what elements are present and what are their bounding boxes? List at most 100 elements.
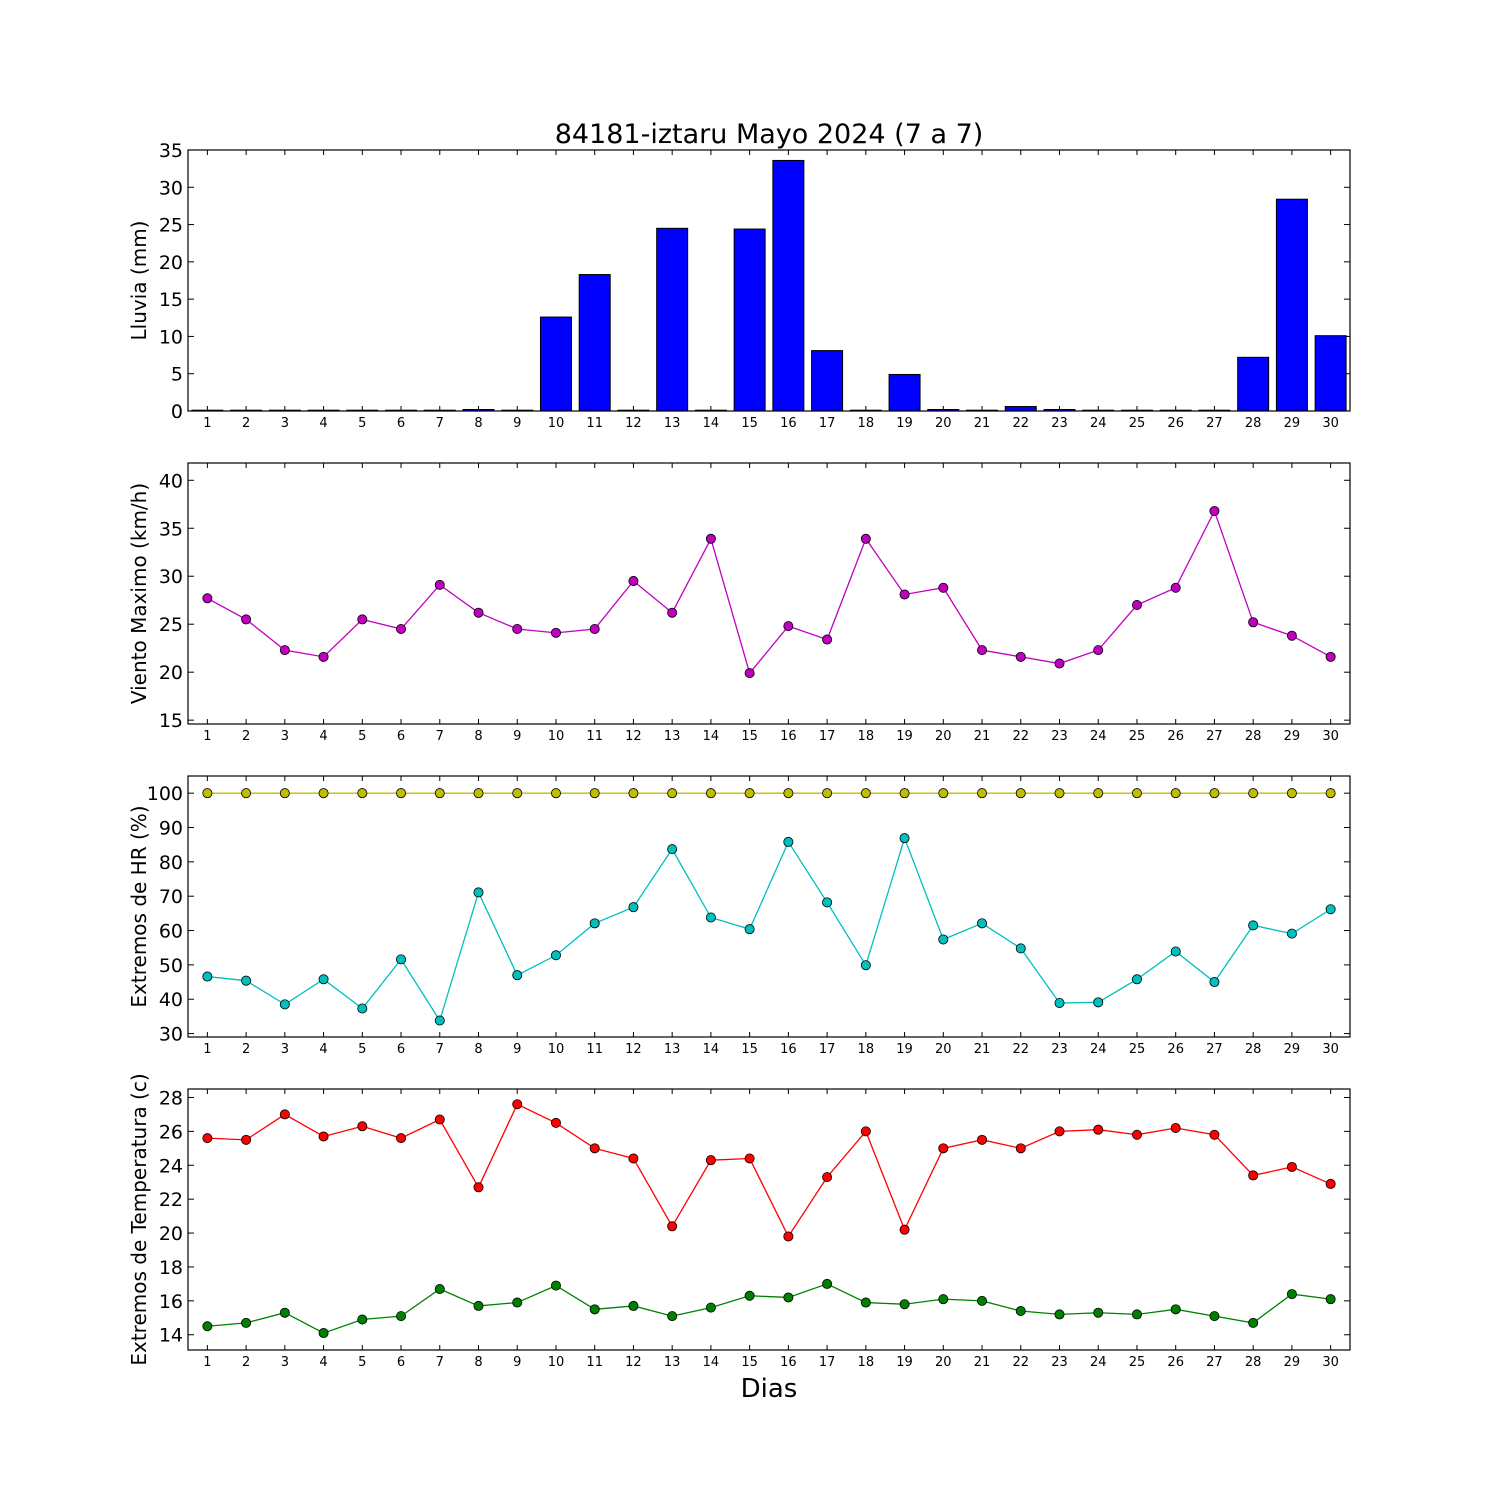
rainfall-plot-frame <box>187 149 1351 412</box>
temperature-series-1-point <box>744 1153 755 1164</box>
humidity-series-2-point <box>1093 997 1104 1008</box>
temperature-series-2-point <box>396 1311 407 1322</box>
max-wind-x-tick-label: 12 <box>625 729 642 744</box>
humidity-y-tick-label: 30 <box>159 1024 183 1046</box>
max-wind-series-1-point <box>550 627 561 638</box>
max-wind-x-tick-label: 7 <box>436 729 444 744</box>
temperature-series-1-point <box>589 1143 600 1154</box>
humidity-series-1-point <box>512 788 523 799</box>
rainfall-x-tick-label: 29 <box>1284 416 1301 431</box>
temperature-x-tick-label: 17 <box>819 1355 836 1370</box>
rainfall-x-tick-label: 24 <box>1090 416 1107 431</box>
humidity-series-1-point <box>202 788 213 799</box>
humidity-series-2-point <box>550 950 561 961</box>
max-wind-x-tick-label: 26 <box>1167 729 1184 744</box>
temperature-series-1-point <box>550 1117 561 1128</box>
temperature-x-tick-label: 9 <box>513 1355 521 1370</box>
max-wind-series-1-line <box>207 509 1331 675</box>
rainfall-x-tick-label: 21 <box>974 416 991 431</box>
humidity-series-1-point <box>357 788 368 799</box>
humidity-x-tick-label: 8 <box>474 1042 482 1057</box>
max-wind-series-1-point <box>705 533 716 544</box>
max-wind-series-1-point <box>938 582 949 593</box>
humidity-series-2-point <box>512 970 523 981</box>
temperature-series-1-point <box>1170 1122 1181 1133</box>
max-wind-series-1-point <box>1131 600 1142 611</box>
rainfall-y-tick-label: 5 <box>171 364 183 386</box>
rainfall-x-tick-label: 20 <box>935 416 952 431</box>
max-wind-series-1-point <box>977 645 988 656</box>
humidity-y-tick-label: 50 <box>159 955 183 977</box>
max-wind-x-tick-label: 1 <box>203 729 211 744</box>
temperature-series-1-point <box>396 1133 407 1144</box>
temperature-series-1-point <box>241 1134 252 1145</box>
temperature-series-2-point <box>1286 1289 1297 1300</box>
temperature-x-tick-label: 28 <box>1245 1355 1262 1370</box>
rainfall-y-tick-label: 0 <box>171 401 183 423</box>
humidity-x-tick-label: 28 <box>1245 1042 1262 1057</box>
humidity-series-2-point <box>938 934 949 945</box>
humidity-x-tick-label: 30 <box>1322 1042 1339 1057</box>
humidity-y-tick-label: 80 <box>159 852 183 874</box>
max-wind-x-tick-label: 3 <box>281 729 289 744</box>
humidity-y-tick-label: 60 <box>159 921 183 943</box>
rainfall-x-tick-label: 1 <box>203 416 211 431</box>
temperature-series-2-point <box>705 1302 716 1313</box>
humidity-y-tick-label: 70 <box>159 886 183 908</box>
temperature-series-1-point <box>705 1155 716 1166</box>
temperature-x-tick-label: 2 <box>242 1355 250 1370</box>
max-wind-x-tick-label: 24 <box>1090 729 1107 744</box>
temperature-x-tick-label: 21 <box>974 1355 991 1370</box>
rainfall-x-tick-label: 9 <box>513 416 521 431</box>
temperature-x-tick-label: 16 <box>780 1355 797 1370</box>
humidity-x-tick-label: 21 <box>974 1042 991 1057</box>
temperature-series-2-point <box>783 1292 794 1303</box>
humidity-series-1-point <box>628 788 639 799</box>
humidity-series-2-point <box>1054 998 1065 1009</box>
max-wind-x-tick-label: 28 <box>1245 729 1262 744</box>
temperature-x-tick-label: 30 <box>1322 1355 1339 1370</box>
temperature-x-tick-label: 24 <box>1090 1355 1107 1370</box>
humidity-x-tick-label: 13 <box>664 1042 681 1057</box>
temperature-series-2-point <box>589 1304 600 1315</box>
temperature-series-2-point <box>550 1280 561 1291</box>
max-wind-series-1-point <box>1015 651 1026 662</box>
humidity-x-tick-label: 15 <box>741 1042 758 1057</box>
temperature-x-tick-label: 3 <box>281 1355 289 1370</box>
temperature-series-1-point <box>783 1231 794 1242</box>
humidity-series-2-point <box>783 836 794 847</box>
humidity-series-1-point <box>396 788 407 799</box>
humidity-series-2-point <box>357 1003 368 1014</box>
max-wind-x-tick-label: 22 <box>1012 729 1029 744</box>
temperature-series-2-point <box>860 1297 871 1308</box>
temperature-series-2-point <box>434 1283 445 1294</box>
rainfall-x-tick-label: 2 <box>242 416 250 431</box>
figure-title: 84181-iztaru Mayo 2024 (7 a 7) <box>555 119 984 150</box>
humidity-x-tick-label: 2 <box>242 1042 250 1057</box>
temperature-series-2-point <box>938 1294 949 1305</box>
temperature-series-2-point <box>1209 1311 1220 1322</box>
max-wind-x-tick-label: 11 <box>586 729 603 744</box>
rainfall-y-tick-label: 10 <box>159 326 183 348</box>
max-wind-x-tick-label: 20 <box>935 729 952 744</box>
humidity-x-tick-label: 4 <box>319 1042 327 1057</box>
humidity-series-1-point <box>550 788 561 799</box>
humidity-x-tick-label: 6 <box>397 1042 405 1057</box>
humidity-x-tick-label: 7 <box>436 1042 444 1057</box>
max-wind-x-tick-label: 25 <box>1129 729 1146 744</box>
humidity-series-1-point <box>1131 788 1142 799</box>
temperature-series-2-point <box>977 1295 988 1306</box>
max-wind-series-1-point <box>783 621 794 632</box>
temperature-series-2-point <box>1170 1304 1181 1315</box>
temperature-series-1-line <box>207 1103 1331 1238</box>
rainfall-bar <box>888 373 921 412</box>
max-wind-series-1-point <box>667 607 678 618</box>
temperature-y-tick-label: 26 <box>159 1121 183 1143</box>
temperature-series-1-point <box>473 1182 484 1193</box>
max-wind-series-1-point <box>1286 630 1297 641</box>
max-wind-y-tick-label: 40 <box>159 470 183 492</box>
temperature-x-tick-label: 11 <box>586 1355 603 1370</box>
temperature-series-2-point <box>1248 1317 1259 1328</box>
temperature-series-2-point <box>1093 1307 1104 1318</box>
humidity-series-1-point <box>1093 788 1104 799</box>
